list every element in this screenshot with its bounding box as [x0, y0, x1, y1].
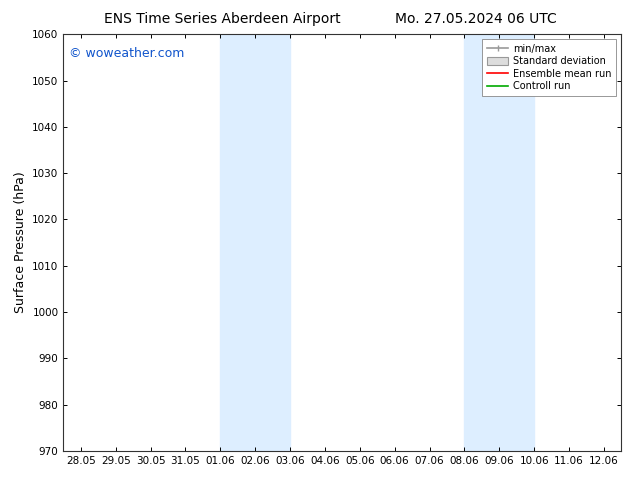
Legend: min/max, Standard deviation, Ensemble mean run, Controll run: min/max, Standard deviation, Ensemble me… [482, 39, 616, 96]
Text: © woweather.com: © woweather.com [69, 47, 184, 60]
Y-axis label: Surface Pressure (hPa): Surface Pressure (hPa) [14, 172, 27, 314]
Text: Mo. 27.05.2024 06 UTC: Mo. 27.05.2024 06 UTC [394, 12, 557, 26]
Bar [221, 34, 290, 451]
Text: ENS Time Series Aberdeen Airport: ENS Time Series Aberdeen Airport [103, 12, 340, 26]
Bar [464, 34, 534, 451]
